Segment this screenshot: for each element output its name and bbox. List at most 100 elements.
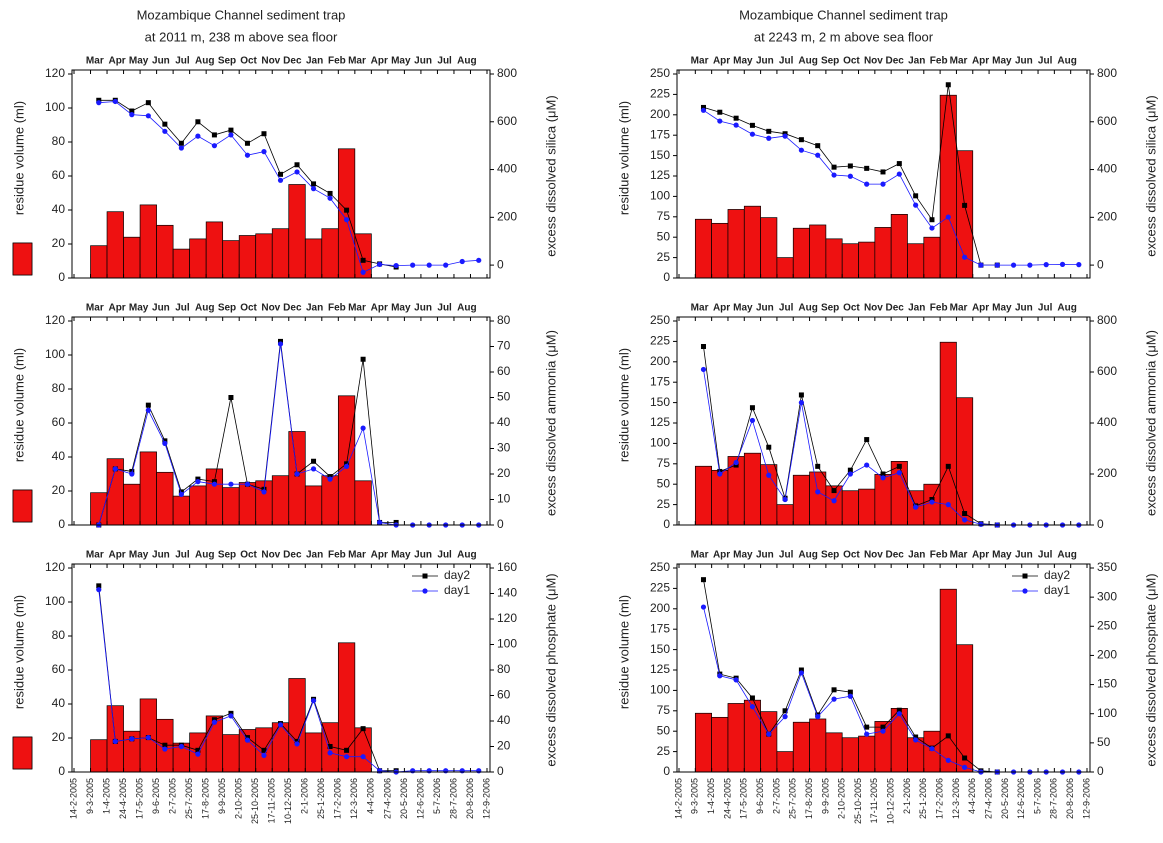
month-label: Jan xyxy=(306,56,323,67)
y2-tick-label: 800 xyxy=(497,66,517,80)
marker xyxy=(277,722,284,728)
marker xyxy=(700,107,707,113)
bar xyxy=(694,712,712,773)
y2-tick-label: 0 xyxy=(1097,257,1104,271)
y-tick-label: 225 xyxy=(650,334,670,348)
y-tick-label: 50 xyxy=(657,229,671,243)
marker xyxy=(798,137,804,143)
x-tick-label: 14-2-2005 xyxy=(673,778,683,819)
x-tick-label: 9-3-2005 xyxy=(690,778,700,814)
marker xyxy=(211,481,218,487)
bar xyxy=(288,678,306,773)
marker xyxy=(913,202,919,208)
month-label: Jan xyxy=(306,303,323,314)
bar xyxy=(288,184,306,279)
marker xyxy=(162,121,168,127)
marker xyxy=(700,604,707,610)
month-label: Jul xyxy=(175,56,190,67)
month-label: Mar xyxy=(950,550,968,561)
x-tick-label: 27-4-2006 xyxy=(983,778,993,819)
y-tick-label: 0 xyxy=(663,517,670,531)
month-label: May xyxy=(992,303,1012,314)
y2-tick-label: 50 xyxy=(497,390,511,404)
marker xyxy=(798,400,805,406)
marker xyxy=(847,467,853,473)
marker xyxy=(929,746,935,752)
marker xyxy=(831,696,837,702)
month-label: Feb xyxy=(328,303,346,314)
bar xyxy=(205,468,224,526)
y-tick-label: 150 xyxy=(650,148,670,162)
y2-tick-label: 0 xyxy=(497,764,504,778)
x-tick-label: 10-12-2005 xyxy=(886,778,896,824)
y-tick-label: 200 xyxy=(650,107,670,121)
month-label: Jun xyxy=(756,550,774,561)
marker xyxy=(178,491,184,497)
x-tick-label: 28-7-2006 xyxy=(448,778,458,819)
bar xyxy=(189,238,207,279)
marker xyxy=(311,458,317,464)
marker xyxy=(96,100,102,106)
marker xyxy=(864,724,870,730)
y2-tick-label: 800 xyxy=(1097,66,1117,80)
marker xyxy=(129,112,135,118)
marker xyxy=(96,587,102,593)
marker xyxy=(278,171,283,177)
y2-tick-label: 160 xyxy=(497,560,517,574)
marker xyxy=(228,713,234,719)
marker xyxy=(145,407,151,413)
y-tick-label: 20 xyxy=(52,730,66,744)
marker xyxy=(228,132,234,138)
panel: Mar Apr May Jun Jul Aug Sep Oct Nov Dec Jan Feb Mar A… xyxy=(11,303,558,532)
marker xyxy=(880,724,886,730)
marker xyxy=(880,471,886,477)
bar xyxy=(743,452,761,526)
bar xyxy=(858,241,876,279)
marker xyxy=(913,193,919,199)
marker xyxy=(343,463,350,469)
y-tick-label: 100 xyxy=(45,347,65,361)
x-tick-label: 24-4-2005 xyxy=(722,778,732,819)
bar xyxy=(792,227,810,279)
month-label: Nov xyxy=(864,303,883,314)
month-label: Jan xyxy=(908,550,925,561)
marker xyxy=(343,217,350,223)
panel: Mozambique Channel sediment trap at 2011 … xyxy=(11,7,558,284)
marker xyxy=(978,262,984,268)
bar xyxy=(189,485,207,526)
month-label: Nov xyxy=(261,56,280,67)
x-tick-label: 20-5-2006 xyxy=(399,778,409,819)
x-tick-label: 1-4-2005 xyxy=(101,778,111,814)
marker xyxy=(929,499,935,505)
bar xyxy=(222,734,240,773)
y-tick-label: 80 xyxy=(52,628,66,642)
month-label: Jun xyxy=(1015,303,1033,314)
marker xyxy=(896,161,902,167)
plot-frame xyxy=(676,563,1091,773)
month-label: Jun xyxy=(414,550,432,561)
chart-subtitle: at 2011 m, 238 m above sea floor xyxy=(145,29,338,44)
marker xyxy=(864,731,870,737)
bar xyxy=(907,243,925,279)
bar xyxy=(694,218,712,279)
y-tick-label: 250 xyxy=(650,66,670,80)
marker xyxy=(815,143,821,149)
marker xyxy=(831,488,837,494)
y-tick-label: 25 xyxy=(657,744,671,758)
marker xyxy=(1043,262,1049,268)
y2-tick-label: 200 xyxy=(497,209,517,223)
marker xyxy=(129,108,135,114)
bar xyxy=(222,240,240,279)
panel: Mar Apr May Jun Jul Aug Sep Oct Nov Dec Jan Feb Mar A… xyxy=(12,303,1158,531)
marker xyxy=(831,687,837,693)
y-tick-label: 50 xyxy=(657,723,671,737)
x-tick-label: 20-8-2006 xyxy=(465,778,475,819)
marker xyxy=(962,202,968,208)
x-tick-label: 2-10-2005 xyxy=(837,778,847,819)
marker xyxy=(798,147,805,153)
marker xyxy=(426,768,432,774)
marker xyxy=(310,466,317,472)
marker xyxy=(880,728,886,734)
bar xyxy=(271,228,290,279)
y-tick-label: 75 xyxy=(657,209,671,223)
